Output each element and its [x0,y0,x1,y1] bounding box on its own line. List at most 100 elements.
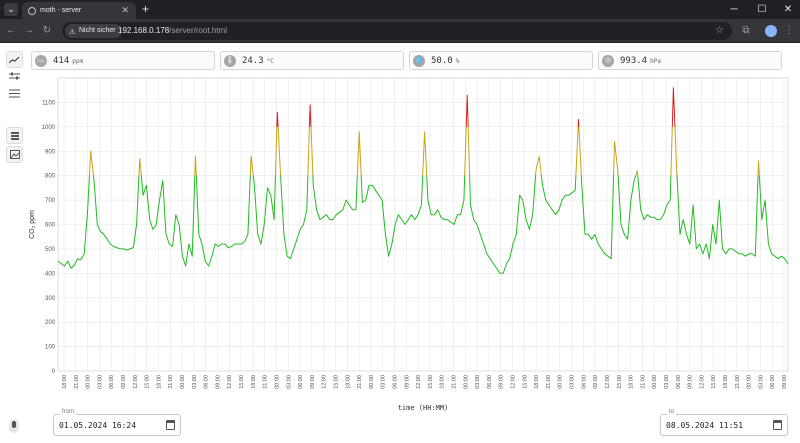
y-tick-label: 700 [45,198,56,204]
x-tick-label: 18:00 [440,375,446,389]
x-tick-label: 18:00 [156,375,162,389]
table-view-button[interactable] [6,85,23,102]
y-tick-label: 100 [45,345,56,351]
x-tick-label: 00:00 [180,375,186,389]
x-tick-label: 09:00 [688,375,694,389]
x-tick-label: 12:00 [322,375,328,389]
pressure-metric-card: ◎ 993.4 hPa [598,51,782,70]
y-tick-label: 1100 [42,100,56,106]
new-tab-button[interactable]: + [142,1,149,18]
x-tick-label: 21:00 [546,375,552,389]
forward-icon[interactable]: → [22,23,36,39]
y-tick-label: 500 [45,247,56,253]
minimize-icon[interactable]: ─ [724,0,744,19]
from-date-field[interactable]: from 01.05.2024 16:24 [53,414,181,436]
close-window-icon[interactable]: ✕ [778,0,798,19]
co2-value: 414 ppm [53,52,83,71]
x-tick-label: 12:00 [511,375,517,389]
settings-view-button[interactable] [6,68,23,85]
browser-tab[interactable]: moth - server ✕ [22,2,136,19]
x-tick-label: 09:00 [121,375,127,389]
calendar-icon[interactable] [773,420,782,430]
x-tick-label: 21:00 [168,375,174,389]
y-tick-label: 200 [45,320,56,326]
x-tick-label: 03:00 [570,375,576,389]
hamburger-icon [11,135,19,137]
x-tick-label: 15:00 [711,375,717,389]
profile-avatar[interactable] [765,25,777,37]
extensions-icon[interactable]: ⧉ [738,23,754,39]
chart-view-button[interactable] [6,51,23,68]
x-tick-label: 06:00 [204,375,210,389]
x-tick-label: 00:00 [652,375,658,389]
y-tick-label: 400 [45,271,56,277]
to-date-field[interactable]: to 08.05.2024 11:51 [660,414,788,436]
x-tick-label: 00:00 [369,375,375,389]
tab-search-icon[interactable]: ⌄ [4,3,18,16]
co2-line-chart[interactable]: 0 100 200 300 400 500 600 700 800 900 1000 1100 18:0… [28,74,796,412]
x-tick-label: 21:00 [263,375,269,389]
x-tick-label: 00:00 [747,375,753,389]
x-tick-label: 06:00 [581,375,587,389]
y-tick-label: 900 [45,149,56,155]
x-tick-label: 03:00 [192,375,198,389]
address-bar[interactable]: ⚠ Nicht sicher 192.168.0.178/server/root… [62,22,732,40]
menu-button[interactable] [6,127,23,144]
security-chip-label: Nicht sicher [79,27,116,34]
x-tick-label: 06:00 [770,375,776,389]
security-chip[interactable]: ⚠ Nicht sicher [65,24,122,38]
image-button[interactable] [6,146,23,163]
x-tick-label: 00:00 [274,375,280,389]
table-rows-icon [9,89,20,98]
x-tick-label: 06:00 [676,375,682,389]
x-tick-label: 00:00 [86,375,92,389]
x-axis-title: time (HH:MM) [398,404,449,412]
chart-line-icon [9,56,20,64]
maximize-icon[interactable]: ☐ [752,0,772,19]
pressure-icon: ◎ [602,55,614,67]
x-tick-label: 03:00 [381,375,387,389]
x-tick-label: 15:00 [522,375,528,389]
x-tick-label: 18:00 [345,375,351,389]
microphone-icon[interactable] [9,419,19,433]
x-tick-label: 12:00 [133,375,139,389]
x-tick-label: 21:00 [74,375,80,389]
x-tick-label: 03:00 [97,375,103,389]
x-tick-label: 12:00 [699,375,705,389]
x-tick-label: 06:00 [392,375,398,389]
image-icon [10,150,20,159]
x-tick-label: 12:00 [605,375,611,389]
browser-tab-strip: ⌄ moth - server ✕ + ─ ☐ ✕ [0,0,800,19]
menu-kebab-icon[interactable]: ⋮ [781,23,797,39]
x-tick-label: 21:00 [735,375,741,389]
tab-close-icon[interactable]: ✕ [121,2,129,19]
bookmark-star-icon[interactable]: ☆ [715,22,724,40]
temperature-value: 24.3 °C [242,52,274,71]
url-text[interactable]: 192.168.0.178/server/root.html [118,22,227,40]
x-tick-label: 09:00 [215,375,221,389]
y-tick-label: 300 [45,296,56,302]
x-tick-label: 09:00 [499,375,505,389]
y-tick-label: 1000 [42,125,56,131]
x-tick-label: 15:00 [428,375,434,389]
x-tick-label: 21:00 [452,375,458,389]
back-icon[interactable]: ← [4,23,18,39]
x-tick-label: 06:00 [109,375,115,389]
x-tick-label: 03:00 [286,375,292,389]
y-axis-title: CO₂ ppm [29,210,36,239]
url-host: 192.168.0.178 [118,26,169,35]
browser-toolbar: ← → ↻ ⚠ Nicht sicher 192.168.0.178/serve… [0,19,800,43]
humidity-icon: 💧 [413,55,425,67]
y-tick-label: 600 [45,223,56,229]
x-tick-label: 12:00 [416,375,422,389]
y-tick-label: 0 [52,369,56,375]
warning-icon: ⚠ [69,26,75,40]
from-date-value: 01.05.2024 16:24 [59,415,136,436]
x-tick-label: 15:00 [333,375,339,389]
x-tick-label: 06:00 [487,375,493,389]
humidity-metric-card: 💧 50.0% [409,51,593,70]
calendar-icon[interactable] [166,420,175,430]
x-tick-label: 09:00 [782,375,788,389]
reload-icon[interactable]: ↻ [40,23,54,39]
humidity-value: 50.0% [431,52,459,71]
